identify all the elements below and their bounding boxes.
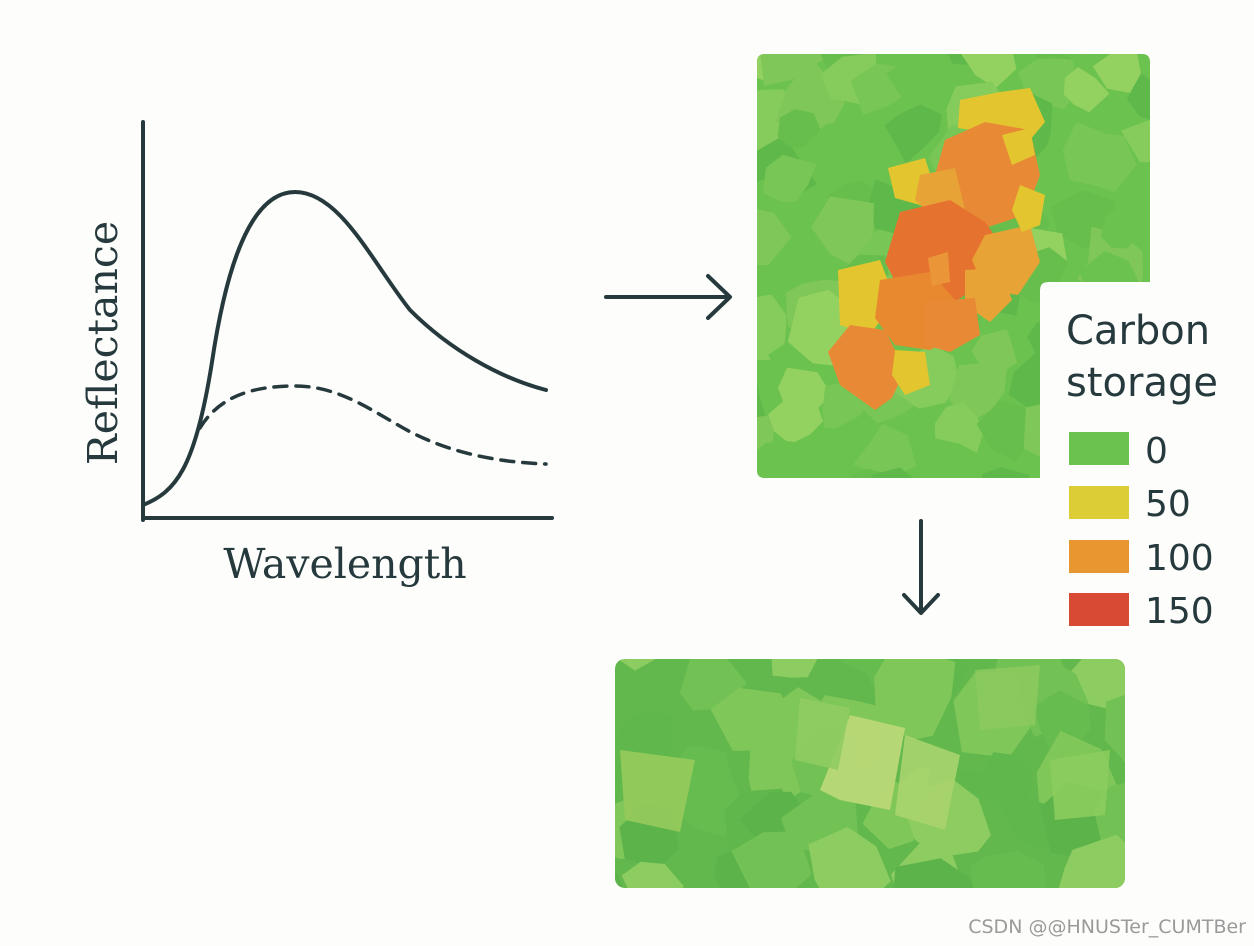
- map-patch: [1092, 54, 1141, 94]
- map-patch: [916, 482, 951, 525]
- low-reflectance-curve: [198, 384, 548, 466]
- map-patch: [680, 659, 747, 711]
- map-patch: [890, 858, 982, 888]
- legend-swatch-0: [1069, 432, 1129, 465]
- map-patch: [1054, 54, 1096, 56]
- legend-swatch-50: [1069, 486, 1129, 519]
- legend-title-line2: storage: [1066, 360, 1218, 406]
- map-patch: [884, 104, 942, 164]
- map-patch: [768, 394, 823, 445]
- map-patch: [615, 862, 628, 888]
- map-patch: [808, 827, 891, 888]
- map-patch: [971, 329, 1018, 374]
- map-patch: [757, 209, 792, 266]
- legend-swatch-100: [1069, 540, 1129, 573]
- map-patch: [757, 294, 787, 361]
- map-patch: [1033, 690, 1091, 753]
- map-patch: [757, 440, 817, 478]
- legend-title-line1: Carbon: [1066, 308, 1210, 354]
- map-patch: [1104, 691, 1125, 765]
- legend-swatch-150: [1069, 593, 1129, 626]
- map-patch: [757, 344, 766, 431]
- map-patch: [757, 89, 795, 156]
- map-patch: [777, 109, 823, 148]
- map-patch: [970, 850, 1047, 888]
- legend-label-0: 0: [1145, 431, 1168, 472]
- high-reflectance-curve: [141, 189, 548, 507]
- smoothed-carbon-map: [615, 659, 1125, 888]
- map-patch: [853, 423, 917, 475]
- carbon-hotspot: [828, 88, 1045, 410]
- map-patch: [874, 659, 956, 740]
- watermark-text: CSDN @@HNUSTer_CUMTBer: [968, 916, 1246, 938]
- map-patch: [934, 402, 984, 453]
- map-patch: [1120, 117, 1150, 163]
- y-axis-label: Reflectance: [79, 221, 127, 465]
- map-patch: [886, 54, 962, 123]
- map-patch: [1124, 718, 1125, 773]
- map-patch: [762, 154, 817, 203]
- map-patch: [811, 196, 874, 272]
- map-patch: [731, 831, 812, 888]
- map-patch: [760, 54, 827, 86]
- carbon-storage-legend: Carbon storage 0 50 100 150: [1066, 308, 1218, 632]
- arrow-right: [604, 274, 732, 320]
- map-patch: [807, 120, 893, 181]
- map-patch: [1100, 202, 1143, 249]
- legend-label-50: 50: [1145, 484, 1191, 525]
- map-patch: [1131, 179, 1150, 236]
- legend-label-100: 100: [1145, 538, 1214, 579]
- map-patch: [1068, 659, 1125, 713]
- map-patch: [975, 467, 1030, 478]
- map-patch: [615, 659, 622, 690]
- reflectance-plot: Reflectance Wavelength: [79, 120, 554, 588]
- map-patch: [615, 756, 622, 813]
- map-patch: [822, 382, 864, 430]
- map-patch: [770, 659, 820, 678]
- map-patch: [1126, 73, 1150, 124]
- map-patch: [1062, 122, 1137, 193]
- map-patch: [621, 861, 684, 888]
- legend-label-150: 150: [1145, 591, 1214, 632]
- map-patch: [1055, 834, 1125, 888]
- arrow-down: [902, 519, 940, 615]
- x-axis-label: Wavelength: [223, 540, 466, 588]
- map-patch: [1063, 67, 1110, 113]
- map-patch: [956, 54, 1017, 89]
- map-patch: [773, 479, 848, 540]
